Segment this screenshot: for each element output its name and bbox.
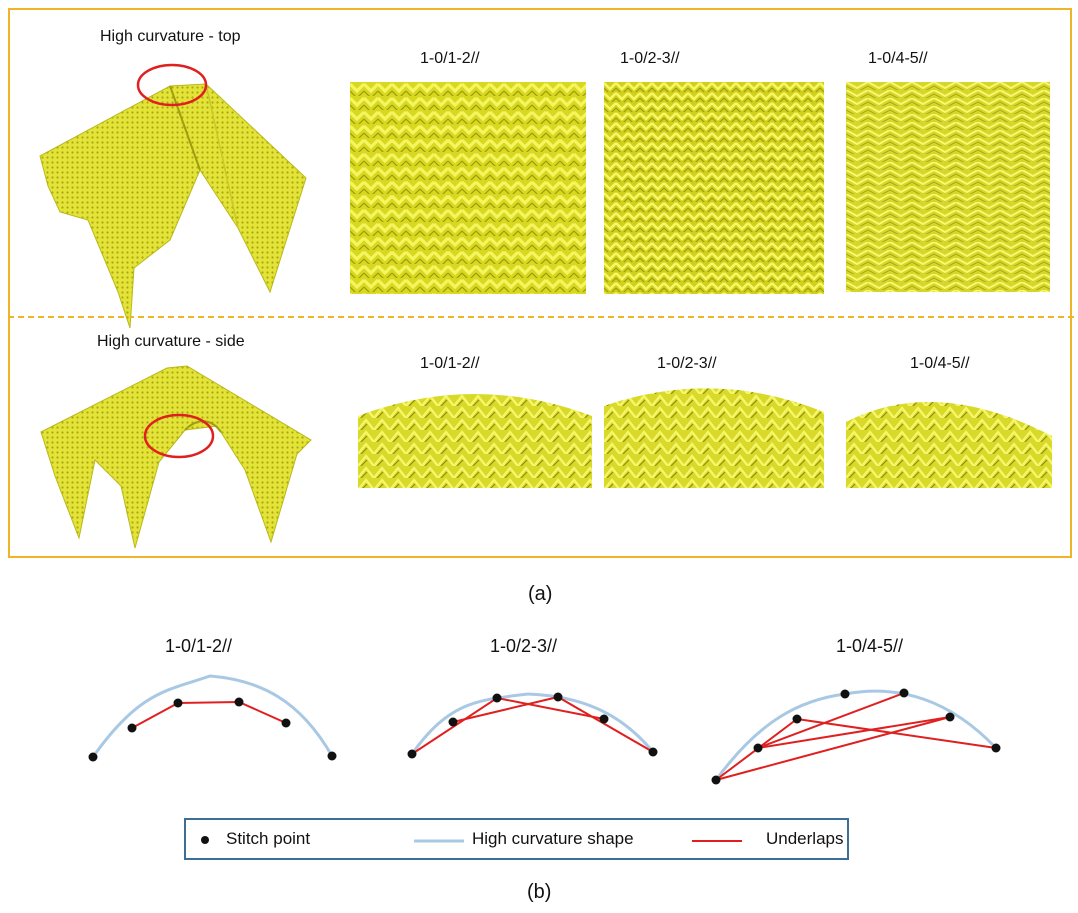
legend-stitch-marker: [201, 836, 209, 844]
legend-shape-label: High curvature shape: [472, 829, 634, 848]
stitch-point: [991, 743, 1001, 753]
stitch-point: [448, 717, 458, 727]
legend: Stitch point High curvature shape Underl…: [184, 818, 849, 860]
top-pattern-label-1: 1-0/1-2//: [420, 50, 480, 67]
side-pattern-label-2: 1-0/2-3//: [657, 355, 717, 372]
stitch-point: [599, 714, 609, 724]
stitch-point: [492, 693, 502, 703]
stitch-point: [407, 749, 417, 759]
diagram-label-3: 1-0/4-5//: [836, 636, 904, 656]
legend-stitch-label: Stitch point: [226, 829, 311, 848]
curve-3: [714, 689, 998, 781]
caption-b: (b): [527, 881, 552, 903]
side-closeup-3: [846, 402, 1052, 488]
stitch-point: [234, 697, 244, 707]
diagram-label-2: 1-0/2-3//: [490, 636, 558, 656]
top-closeup-3: [846, 82, 1050, 292]
stitch-point: [792, 714, 802, 724]
stitch-point: [945, 712, 955, 722]
panel-a-divider: [8, 316, 1074, 318]
legend-curve-line: [414, 839, 464, 843]
side-closeup-1: [358, 394, 592, 488]
top-pattern-label-3: 1-0/4-5//: [868, 50, 928, 67]
legend-underlap-line: [692, 840, 742, 842]
highlight-ellipse-top: [136, 63, 208, 107]
curve-1: [91, 674, 334, 758]
top-closeup-1: [350, 82, 586, 294]
top-closeup-2: [604, 82, 824, 294]
underlaps-1: [131, 700, 287, 729]
stitch-point: [711, 775, 721, 785]
stitch-point: [88, 752, 98, 762]
stitch-point: [127, 723, 137, 733]
stitch-point: [553, 692, 563, 702]
side-row-title: High curvature - side: [97, 333, 245, 350]
caption-a: (a): [528, 583, 553, 605]
stitch-point: [327, 751, 337, 761]
stitch-point: [648, 747, 658, 757]
side-pattern-label-3: 1-0/4-5//: [910, 355, 970, 372]
stitch-point: [173, 698, 183, 708]
side-pattern-label-1: 1-0/1-2//: [420, 355, 480, 372]
curve-2: [410, 692, 655, 755]
top-row-title: High curvature - top: [100, 28, 241, 45]
fabric-side-view: [40, 365, 312, 549]
stitch-point: [899, 688, 909, 698]
diagram-label-1: 1-0/1-2//: [165, 636, 233, 656]
top-pattern-label-2: 1-0/2-3//: [620, 50, 680, 67]
stitch-point: [753, 743, 763, 753]
highlight-ellipse-side: [143, 413, 215, 459]
stitch-point: [840, 689, 850, 699]
fabric-top-view: [39, 63, 307, 329]
panel-a-frame: [8, 8, 1072, 558]
stitch-point: [281, 718, 291, 728]
side-closeup-2: [604, 388, 824, 488]
legend-underlaps-label: Underlaps: [766, 829, 844, 848]
